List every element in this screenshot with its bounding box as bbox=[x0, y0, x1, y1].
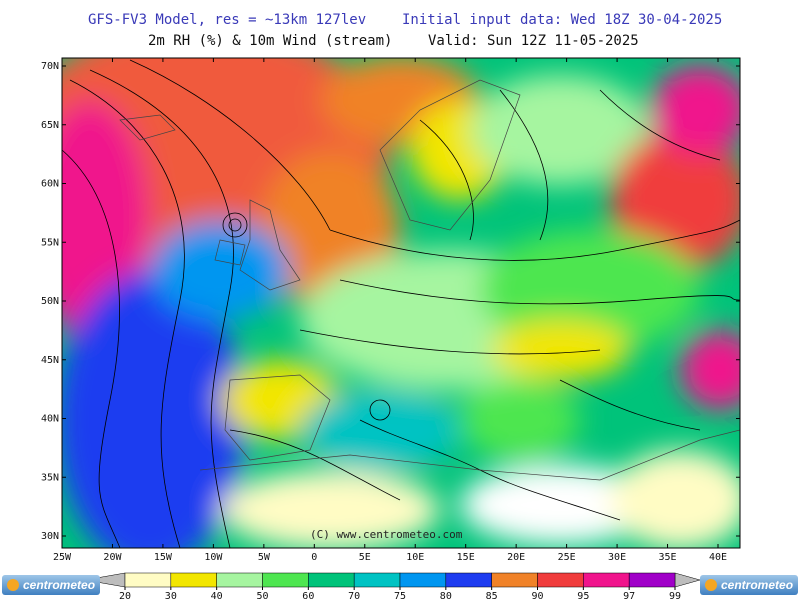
lat-label: 40N bbox=[41, 414, 59, 425]
subtitle: Valid: Sun 12Z 11-05-2025 bbox=[428, 33, 639, 49]
colorbar-swatch bbox=[170, 572, 217, 588]
lon-label: 15E bbox=[457, 552, 475, 563]
lon-label: 5W bbox=[258, 552, 271, 563]
colorbar-label: 85 bbox=[486, 591, 498, 600]
lat-label: 70N bbox=[41, 61, 59, 72]
colorbar-label: 70 bbox=[348, 591, 360, 600]
lon-label: 25E bbox=[558, 552, 576, 563]
colorbar: 20 30 40 50 60 70 75 80 85 90 95 97 99 bbox=[84, 572, 701, 600]
lat-label: 65N bbox=[41, 120, 59, 131]
colorbar-swatch bbox=[262, 572, 309, 588]
title: Initial input data: Wed 18Z 30-04-2025 bbox=[402, 12, 722, 28]
lon-label: 15W bbox=[154, 552, 173, 563]
colorbar-swatch bbox=[308, 572, 355, 588]
axes: 70N 65N 60N 55N 50N 45N 40N 35N 30N 25W 20W 15W 10W 5… bbox=[41, 58, 740, 563]
title: GFS-FV3 Model, res = ~13km 127lev bbox=[88, 12, 366, 28]
lon-label: 40E bbox=[709, 552, 727, 563]
colorbar-label: 60 bbox=[302, 591, 314, 600]
colorbar-swatch bbox=[583, 572, 630, 588]
colorbar-label: 80 bbox=[440, 591, 452, 600]
lon-label: 20W bbox=[103, 552, 122, 563]
logo-left bbox=[2, 575, 100, 595]
lon-label: 10W bbox=[204, 552, 223, 563]
lon-label: 20E bbox=[507, 552, 525, 563]
lat-label: 45N bbox=[41, 355, 59, 366]
logo-text: centrometeo bbox=[721, 578, 793, 592]
lon-label: 35E bbox=[659, 552, 677, 563]
colorbar-label: 30 bbox=[165, 591, 177, 600]
lat-label: 30N bbox=[41, 531, 59, 542]
colorbar-swatch bbox=[353, 572, 401, 588]
lon-label: 10E bbox=[406, 552, 424, 563]
lat-label: 60N bbox=[41, 179, 59, 190]
subtitle: 2m RH (%) & 10m Wind (stream) bbox=[148, 33, 392, 49]
colorbar-label: 75 bbox=[394, 591, 406, 600]
watermark: (C) www.centrometeo.com bbox=[310, 528, 463, 541]
colorbar-swatch bbox=[399, 572, 447, 588]
colorbar-label: 50 bbox=[256, 591, 268, 600]
colorbar-label: 95 bbox=[577, 591, 589, 600]
logo-right bbox=[700, 575, 798, 595]
colorbar-swatch bbox=[537, 572, 584, 588]
lat-label: 50N bbox=[41, 296, 59, 307]
colorbar-label: 99 bbox=[669, 591, 681, 600]
coastlines bbox=[119, 79, 740, 481]
colorbar-swatch bbox=[491, 572, 538, 588]
lat-label: 35N bbox=[41, 472, 59, 483]
lon-label: 0 bbox=[311, 552, 317, 563]
logo-icon bbox=[705, 579, 717, 591]
colorbar-label: 90 bbox=[531, 591, 543, 600]
colorbar-swatch bbox=[216, 572, 263, 588]
colorbar-swatch bbox=[124, 572, 172, 588]
colorbar-swatch bbox=[628, 572, 676, 588]
map-frame bbox=[61, 57, 741, 549]
colorbar-label: 97 bbox=[623, 591, 635, 600]
lat-label: 55N bbox=[41, 237, 59, 248]
lon-label: 30E bbox=[608, 552, 626, 563]
colorbar-extension bbox=[674, 572, 701, 588]
colorbar-label: 40 bbox=[211, 591, 223, 600]
lon-label: 25W bbox=[53, 552, 72, 563]
rh-field bbox=[62, 58, 740, 548]
colorbar-label: 20 bbox=[119, 591, 131, 600]
logo-icon bbox=[7, 579, 19, 591]
lon-label: 5E bbox=[359, 552, 371, 563]
streamlines bbox=[62, 59, 740, 548]
logo-text: centrometeo bbox=[23, 578, 95, 592]
colorbar-swatch bbox=[445, 572, 492, 588]
